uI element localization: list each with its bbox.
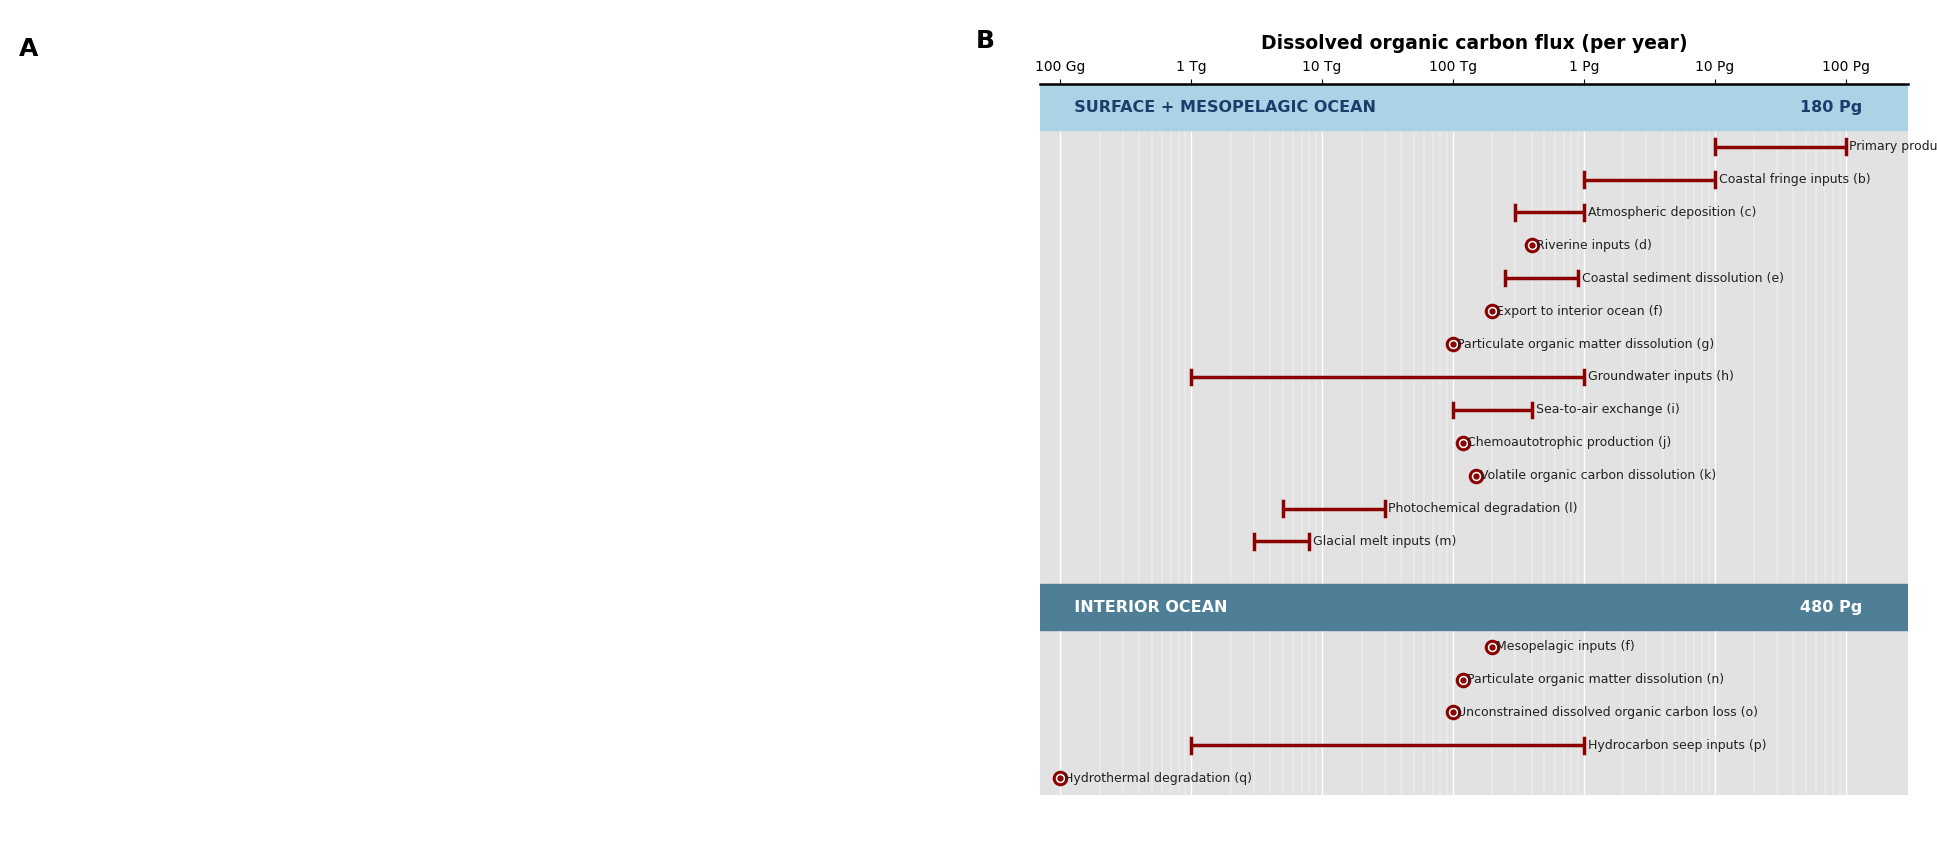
Text: 480 Pg: 480 Pg [1799,600,1863,615]
Text: INTERIOR OCEAN: INTERIOR OCEAN [1063,600,1228,615]
Text: Riverine inputs (d): Riverine inputs (d) [1536,239,1652,251]
Text: Mesopelagic inputs (f): Mesopelagic inputs (f) [1495,640,1635,653]
Text: Photochemical degradation (l): Photochemical degradation (l) [1389,502,1579,515]
X-axis label: Dissolved organic carbon flux (per year): Dissolved organic carbon flux (per year) [1261,34,1687,53]
Text: Atmospheric deposition (c): Atmospheric deposition (c) [1588,206,1757,219]
Text: Sea-to-air exchange (i): Sea-to-air exchange (i) [1536,404,1679,416]
Text: Particulate organic matter dissolution (g): Particulate organic matter dissolution (… [1457,337,1714,351]
Text: Primary production (a): Primary production (a) [1850,140,1937,153]
Text: 180 Pg: 180 Pg [1799,99,1863,114]
Text: Coastal fringe inputs (b): Coastal fringe inputs (b) [1718,173,1869,186]
Text: Particulate organic matter dissolution (n): Particulate organic matter dissolution (… [1466,673,1724,686]
Text: Hydrothermal degradation (q): Hydrothermal degradation (q) [1063,772,1253,785]
Text: Unconstrained dissolved organic carbon loss (o): Unconstrained dissolved organic carbon l… [1457,706,1757,719]
Text: Export to interior ocean (f): Export to interior ocean (f) [1495,304,1664,318]
Text: Coastal sediment dissolution (e): Coastal sediment dissolution (e) [1583,272,1784,285]
Bar [1040,584,1908,630]
Text: Chemoautotrophic production (j): Chemoautotrophic production (j) [1466,436,1672,449]
Text: Groundwater inputs (h): Groundwater inputs (h) [1588,370,1734,383]
Text: Hydrocarbon seep inputs (p): Hydrocarbon seep inputs (p) [1588,739,1767,752]
Text: A: A [19,37,39,61]
Text: SURFACE + MESOPELAGIC OCEAN: SURFACE + MESOPELAGIC OCEAN [1063,99,1375,114]
Bar [1040,84,1908,130]
Text: Glacial melt inputs (m): Glacial melt inputs (m) [1313,535,1457,548]
Text: Volatile organic carbon dissolution (k): Volatile organic carbon dissolution (k) [1480,469,1716,482]
Text: B: B [976,29,996,54]
